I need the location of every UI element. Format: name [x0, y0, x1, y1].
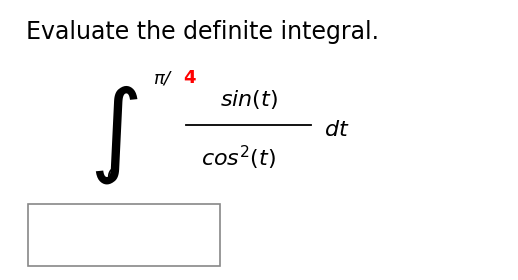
- Text: $\int$: $\int$: [89, 83, 139, 186]
- Text: 4: 4: [183, 69, 195, 87]
- FancyBboxPatch shape: [28, 204, 220, 266]
- Text: Evaluate the definite integral.: Evaluate the definite integral.: [26, 20, 379, 44]
- Text: $\mathit{sin(t)}$: $\mathit{sin(t)}$: [220, 88, 278, 111]
- Text: $\mathit{cos^2(t)}$: $\mathit{cos^2(t)}$: [201, 144, 276, 172]
- Text: $\mathit{dt}$: $\mathit{dt}$: [324, 120, 349, 140]
- Text: 0: 0: [106, 167, 117, 185]
- Text: $\pi$/: $\pi$/: [153, 69, 174, 87]
